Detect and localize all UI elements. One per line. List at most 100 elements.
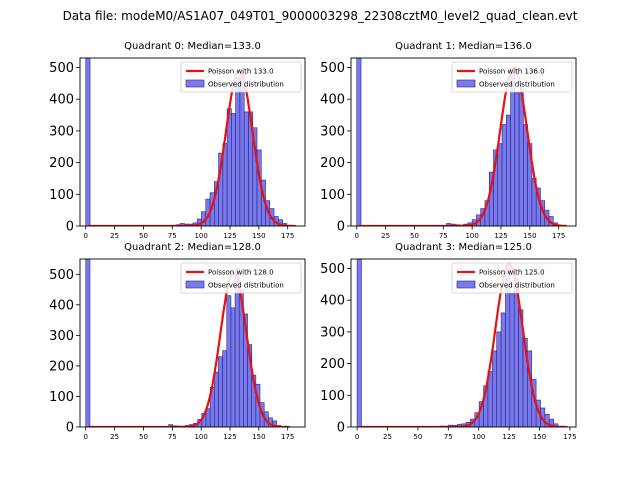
x-tick-label: 25 (110, 232, 119, 240)
x-tick-label: 25 (110, 433, 119, 441)
y-tick-label: 300 (320, 124, 345, 139)
histogram-bars (85, 58, 288, 226)
x-tick-label: 100 (465, 232, 478, 240)
histogram-bar (523, 124, 528, 226)
legend: Poisson with 125.0 Observed distribution (451, 262, 573, 294)
legend-bar-swatch (185, 79, 205, 88)
y-tick-label: 500 (49, 61, 74, 76)
y-tick-label: 400 (49, 93, 74, 108)
y-tick-label: 300 (49, 124, 74, 139)
quadrant-2-plot: Quadrant 2: Median=128.00100200300400500… (49, 242, 306, 441)
quadrant-1-title: Quadrant 1: Median=136.0 (395, 41, 532, 52)
y-tick-label: 200 (320, 156, 345, 171)
x-tick-label: 75 (444, 433, 453, 441)
x-tick-label: 150 (533, 433, 546, 441)
y-tick-label: 200 (49, 359, 74, 374)
histogram-bar (218, 356, 223, 427)
histogram-bar (497, 143, 503, 226)
legend-bar-label: Observed distribution (479, 282, 555, 290)
x-tick-label: 75 (168, 232, 177, 240)
legend-bar-label: Observed distribution (208, 81, 284, 89)
x-tick-label: 25 (381, 232, 390, 240)
axes-frame (350, 57, 577, 227)
x-tick-label: 125 (502, 433, 515, 441)
quadrant-3-plot: Quadrant 3: Median=125.00100200300400500… (320, 242, 576, 441)
x-tick-label: 150 (252, 232, 265, 240)
x-tick-label: 100 (472, 433, 485, 441)
y-tick-label: 500 (320, 61, 345, 76)
histogram-bar (222, 350, 228, 427)
y-tick-label: 0 (66, 220, 74, 235)
quadrant-0-plot: Quadrant 0: Median=133.00100200300400500… (49, 41, 306, 240)
y-tick-label: 0 (337, 421, 345, 436)
histogram-bar (243, 111, 249, 226)
legend: Poisson with 133.0 Observed distribution (180, 61, 302, 93)
x-tick-label: 0 (84, 433, 88, 441)
x-tick-label: 50 (139, 433, 148, 441)
x-tick-label: 125 (223, 232, 236, 240)
x-tick-label: 50 (139, 232, 148, 240)
x-tick-label: 150 (252, 433, 265, 441)
histogram-bar (85, 58, 91, 226)
axes-frame (79, 258, 306, 428)
x-tick-label: 125 (223, 433, 236, 441)
histogram-bar (235, 76, 241, 226)
legend-bar-swatch (456, 280, 476, 289)
y-tick-label: 500 (49, 268, 74, 283)
legend-box (180, 262, 302, 294)
histogram-bar (226, 295, 232, 427)
y-tick-label: 300 (320, 325, 345, 340)
x-tick-label: 75 (168, 433, 177, 441)
quadrant-0-title: Quadrant 0: Median=133.0 (124, 41, 261, 52)
histogram-bar (214, 371, 219, 427)
histogram-bar (509, 293, 515, 427)
legend-line-label: Poisson with 128.0 (208, 269, 274, 277)
histogram-bar (230, 307, 236, 427)
histogram-bar (239, 73, 245, 226)
histogram-bar (356, 259, 362, 427)
y-tick-label: 500 (320, 262, 345, 277)
legend-bar-swatch (456, 79, 476, 88)
x-tick-label: 50 (410, 232, 419, 240)
histogram-bar (356, 58, 362, 226)
legend: Poisson with 128.0 Observed distribution (180, 262, 302, 294)
x-tick-label: 50 (413, 433, 422, 441)
legend-box (451, 61, 573, 93)
quadrant-2-title: Quadrant 2: Median=128.0 (124, 242, 261, 253)
x-tick-label: 100 (194, 433, 207, 441)
legend-bar-swatch (185, 280, 205, 289)
legend-line-label: Poisson with 125.0 (479, 269, 545, 277)
x-tick-label: 0 (84, 232, 88, 240)
x-tick-label: 125 (494, 232, 507, 240)
subplots-container: Quadrant 0: Median=133.00100200300400500… (49, 41, 576, 441)
histogram-bar (496, 331, 502, 427)
y-tick-label: 200 (49, 156, 74, 171)
x-tick-label: 0 (355, 232, 359, 240)
poisson-curve (88, 271, 290, 427)
legend-bar-label: Observed distribution (208, 282, 284, 290)
y-tick-label: 200 (320, 357, 345, 372)
legend: Poisson with 136.0 Observed distribution (451, 61, 573, 93)
x-tick-label: 100 (194, 232, 207, 240)
x-tick-label: 75 (439, 232, 448, 240)
x-tick-label: 175 (281, 433, 294, 441)
quadrant-3-title: Quadrant 3: Median=125.0 (395, 242, 532, 253)
y-tick-label: 400 (320, 93, 345, 108)
figure-suptitle: Data file: modeM0/AS1A07_049T01_90000032… (63, 9, 578, 23)
legend-bar-label: Observed distribution (479, 81, 555, 89)
axes-frame (79, 57, 306, 227)
legend-line-label: Poisson with 136.0 (479, 68, 545, 76)
x-tick-label: 25 (383, 433, 392, 441)
quadrant-1-plot: Quadrant 1: Median=136.00100200300400500… (320, 41, 577, 240)
poisson-curve (88, 69, 296, 226)
y-tick-label: 100 (320, 389, 345, 404)
legend-line-label: Poisson with 133.0 (208, 68, 274, 76)
y-tick-label: 100 (49, 390, 74, 405)
x-tick-label: 150 (523, 232, 536, 240)
histogram-bar (231, 113, 236, 226)
histogram-bar (506, 114, 511, 226)
y-tick-label: 400 (49, 298, 74, 313)
y-tick-label: 0 (337, 220, 345, 235)
x-tick-label: 175 (552, 232, 565, 240)
